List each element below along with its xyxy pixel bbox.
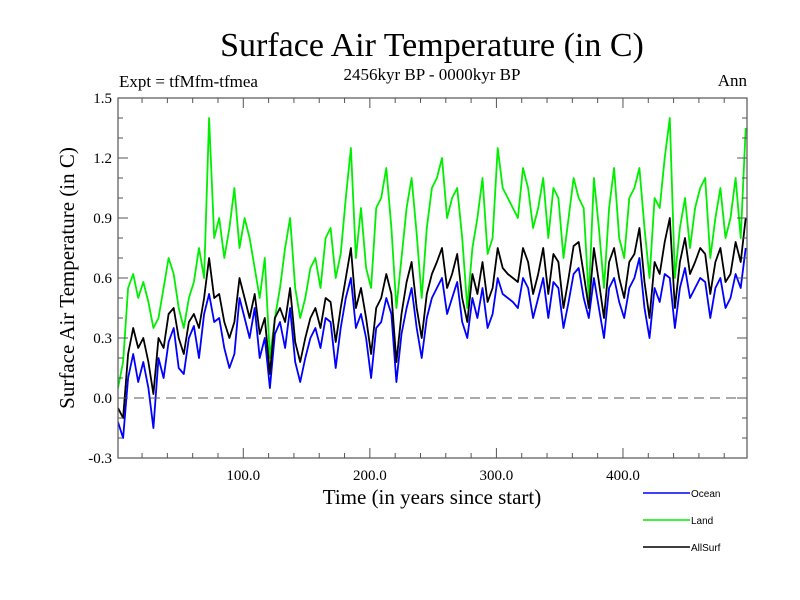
series-line-allsurf	[118, 217, 747, 419]
y-tick-label: -0.3	[88, 451, 112, 467]
y-tick-label: 0.3	[93, 331, 112, 347]
y-tick-label: 0.0	[93, 391, 112, 407]
series-line-land	[118, 117, 747, 389]
series-layer	[118, 117, 747, 439]
y-tick-label: 0.6	[93, 271, 112, 287]
legend-label-ocean: Ocean	[691, 489, 720, 500]
x-axis-label: Time (in years since start)	[323, 485, 542, 509]
y-axis-label: Surface Air Temperature (in C)	[55, 147, 79, 409]
legend: Ocean Land AllSurf	[643, 489, 721, 554]
legend-label-allsurf: AllSurf	[691, 543, 721, 554]
y-tick-label: 1.2	[93, 151, 112, 167]
x-tick-label: 400.0	[606, 468, 640, 484]
chart-title: Surface Air Temperature (in C)	[220, 27, 644, 64]
chart-subtitle: 2456kyr BP - 0000kyr BP	[344, 65, 521, 84]
experiment-label: Expt = tfMfm-tfmea	[119, 72, 258, 91]
x-tick-label: 300.0	[480, 468, 514, 484]
y-tick-label: 1.5	[93, 91, 112, 107]
legend-label-land: Land	[691, 516, 713, 527]
x-tick-label: 200.0	[353, 468, 387, 484]
y-tick-label: 0.9	[93, 211, 112, 227]
x-tick-label: 100.0	[226, 468, 260, 484]
series-line-ocean	[118, 247, 747, 439]
axis-ticks: 100.0 200.0 300.0 400.0 -0.3 0.0 0.3 0.6 0.9 1.2 1…	[88, 91, 747, 484]
season-label: Ann	[718, 71, 748, 90]
